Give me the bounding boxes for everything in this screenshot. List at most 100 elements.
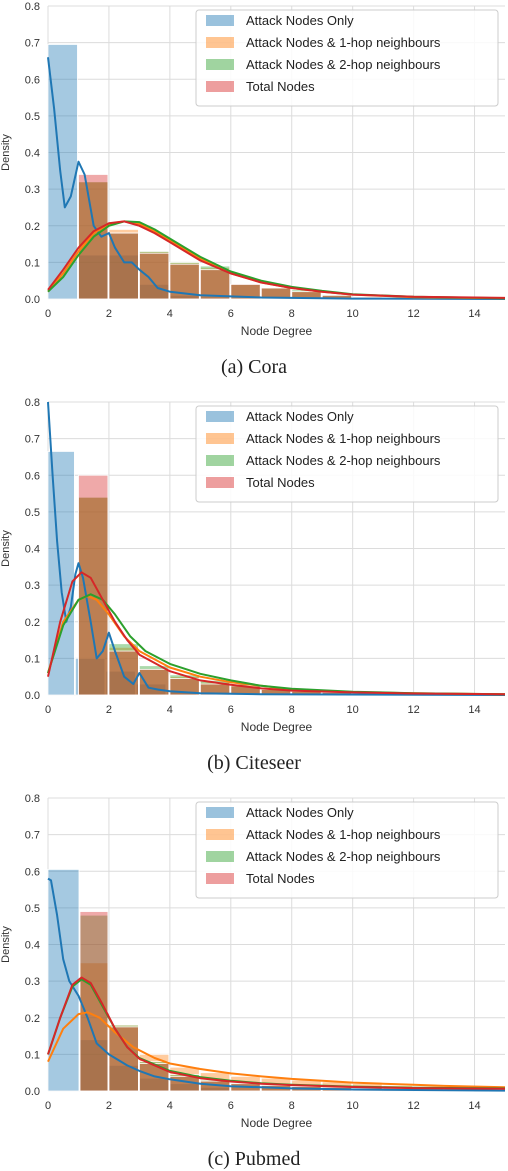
chart-panel-cora: 0.0 0.1 0.2 0.3 0.4 0.5 0.6 0.7 0.8 0 2 4 6 8 10 12 14 No… bbox=[0, 0, 508, 390]
legend-box bbox=[195, 801, 499, 899]
legend-swatch bbox=[206, 81, 234, 92]
histogram-bar bbox=[79, 911, 109, 1092]
legend-swatch bbox=[206, 15, 234, 26]
x-tick-label: 2 bbox=[106, 1100, 112, 1112]
x-axis-label: Node Degree bbox=[241, 324, 313, 338]
x-tick-label: 2 bbox=[106, 704, 112, 716]
x-tick-label: 10 bbox=[347, 704, 359, 716]
legend-label: Total Nodes bbox=[246, 79, 315, 94]
x-tick-label: 2 bbox=[106, 308, 112, 320]
y-tick-label: 0.4 bbox=[25, 148, 40, 160]
y-tick-label: 0.5 bbox=[25, 903, 40, 915]
legend-swatch bbox=[206, 851, 234, 862]
histogram-bar bbox=[47, 869, 80, 1092]
x-tick-label: 12 bbox=[407, 704, 419, 716]
y-tick-label: 0.0 bbox=[25, 1086, 40, 1098]
histogram-bar bbox=[78, 181, 109, 300]
y-tick-label: 0.8 bbox=[25, 397, 40, 409]
histogram-bar bbox=[78, 474, 109, 696]
y-tick-label: 0.6 bbox=[25, 470, 40, 482]
legend-label: Total Nodes bbox=[246, 871, 315, 886]
chart-caption-citeseer: (b) Citeseer bbox=[207, 752, 301, 774]
x-axis-label: Node Degree bbox=[241, 1116, 313, 1130]
y-tick-label: 0.7 bbox=[25, 434, 40, 446]
y-axis-label: Density bbox=[0, 926, 12, 963]
chart-svg-cora: 0.0 0.1 0.2 0.3 0.4 0.5 0.6 0.7 0.8 0 2 4 6 8 10 12 14 No… bbox=[0, 1, 506, 338]
histogram-bar bbox=[138, 252, 170, 300]
x-tick-label: 12 bbox=[407, 1100, 419, 1112]
density-curve bbox=[47, 976, 506, 1090]
x-tick-label: 14 bbox=[468, 1100, 480, 1112]
histogram-bar bbox=[260, 287, 292, 300]
legend-swatch bbox=[206, 829, 234, 840]
y-tick-label: 0.5 bbox=[25, 507, 40, 519]
legend-label: Attack Nodes & 2-hop neighbours bbox=[246, 57, 441, 72]
legend-label: Attack Nodes & 1-hop neighbours bbox=[246, 827, 441, 842]
y-tick-label: 0.7 bbox=[25, 830, 40, 842]
y-tick-label: 0.2 bbox=[25, 617, 40, 629]
y-tick-label: 0.4 bbox=[25, 544, 40, 556]
legend-swatch bbox=[206, 873, 234, 884]
y-tick-label: 0.1 bbox=[25, 257, 40, 269]
chart-panel-pubmed: 0.0 0.1 0.2 0.3 0.4 0.5 0.6 0.7 0.8 0 2 4 6 8 10 12 14 No… bbox=[0, 792, 508, 1170]
density-curve bbox=[47, 220, 506, 299]
chart-caption-pubmed: (c) Pubmed bbox=[207, 1148, 301, 1170]
chart-legend: Attack Nodes Only Attack Nodes & 1-hop ne… bbox=[195, 801, 499, 899]
y-tick-label: 0.5 bbox=[25, 111, 40, 123]
x-tick-label: 0 bbox=[45, 308, 51, 320]
x-axis-label: Node Degree bbox=[241, 720, 313, 734]
density-curve bbox=[47, 401, 506, 696]
x-tick-label: 6 bbox=[228, 308, 234, 320]
legend-label: Attack Nodes & 2-hop neighbours bbox=[246, 849, 441, 864]
x-tick-label: 0 bbox=[45, 1100, 51, 1112]
histogram-bar bbox=[108, 1026, 139, 1092]
histogram-bar bbox=[199, 269, 231, 300]
y-tick-label: 0.2 bbox=[25, 1013, 40, 1025]
y-tick-label: 0.0 bbox=[25, 294, 40, 306]
histogram-bar bbox=[230, 283, 261, 300]
x-tick-label: 6 bbox=[228, 704, 234, 716]
y-axis-label: Density bbox=[0, 134, 12, 171]
legend-swatch bbox=[206, 807, 234, 818]
chart-legend: Attack Nodes Only Attack Nodes & 1-hop ne… bbox=[195, 405, 499, 503]
x-tick-label: 8 bbox=[289, 704, 295, 716]
y-tick-label: 0.1 bbox=[25, 653, 40, 665]
density-curve bbox=[47, 571, 506, 696]
legend-swatch bbox=[206, 433, 234, 444]
y-tick-label: 0.0 bbox=[25, 690, 40, 702]
legend-label: Attack Nodes Only bbox=[246, 13, 354, 28]
legend-swatch bbox=[206, 59, 234, 70]
legend-swatch bbox=[206, 477, 234, 488]
x-tick-label: 14 bbox=[468, 308, 480, 320]
x-tick-label: 8 bbox=[289, 1100, 295, 1112]
density-curve bbox=[47, 877, 506, 1092]
y-tick-label: 0.2 bbox=[25, 221, 40, 233]
chart-panel-citeseer: 0.0 0.1 0.2 0.3 0.4 0.5 0.6 0.7 0.8 0 2 4 6 8 10 12 14 No… bbox=[0, 396, 508, 786]
legend-swatch bbox=[206, 455, 234, 466]
density-curve bbox=[47, 593, 506, 696]
legend-label: Attack Nodes Only bbox=[246, 805, 354, 820]
chart-svg-pubmed: 0.0 0.1 0.2 0.3 0.4 0.5 0.6 0.7 0.8 0 2 4 6 8 10 12 14 No… bbox=[0, 793, 506, 1130]
legend-label: Total Nodes bbox=[246, 475, 315, 490]
legend-box bbox=[195, 405, 499, 503]
y-tick-label: 0.4 bbox=[25, 940, 40, 952]
x-tick-label: 14 bbox=[468, 704, 480, 716]
y-tick-label: 0.7 bbox=[25, 38, 40, 50]
legend-label: Attack Nodes & 2-hop neighbours bbox=[246, 453, 441, 468]
histogram-bar bbox=[78, 181, 109, 300]
y-tick-label: 0.3 bbox=[25, 976, 40, 988]
y-tick-label: 0.3 bbox=[25, 184, 40, 196]
x-tick-label: 4 bbox=[167, 1100, 173, 1112]
legend-label: Attack Nodes & 1-hop neighbours bbox=[246, 35, 441, 50]
density-curve bbox=[47, 57, 506, 300]
y-tick-label: 0.6 bbox=[25, 74, 40, 86]
legend-label: Attack Nodes Only bbox=[246, 409, 354, 424]
legend-swatch bbox=[206, 411, 234, 422]
x-tick-label: 4 bbox=[167, 704, 173, 716]
histogram-bar bbox=[199, 683, 231, 696]
y-axis-label: Density bbox=[0, 530, 12, 567]
x-tick-label: 0 bbox=[45, 704, 51, 716]
chart-legend: Attack Nodes Only Attack Nodes & 1-hop ne… bbox=[195, 9, 499, 107]
density-curve bbox=[47, 1011, 506, 1089]
x-tick-label: 8 bbox=[289, 308, 295, 320]
